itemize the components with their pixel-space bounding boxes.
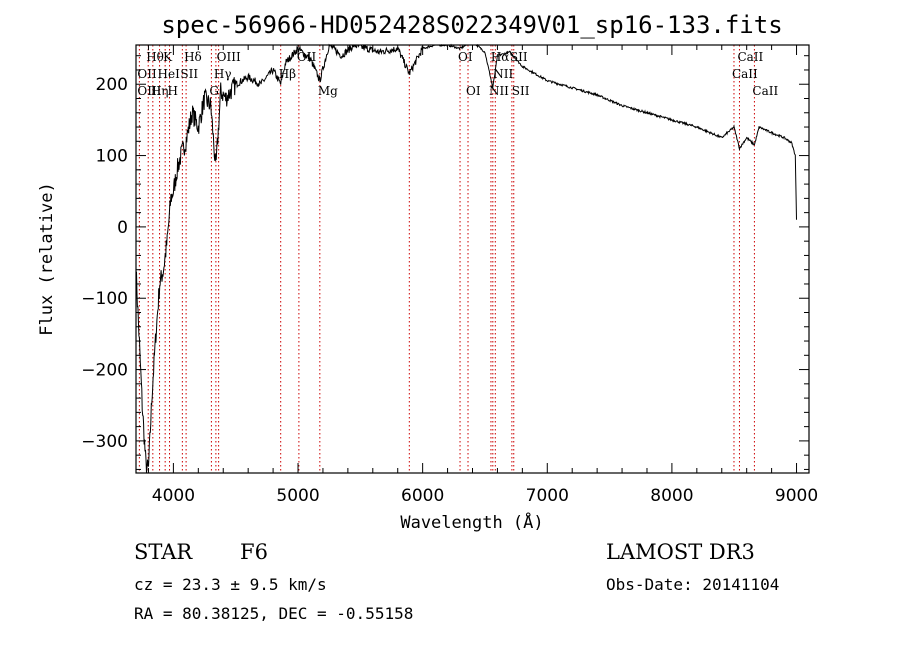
line-label-Hη: Hη xyxy=(151,84,169,98)
line-label-K: K xyxy=(163,50,173,64)
line-label-Hθ: Hθ xyxy=(146,50,164,64)
line-label-CaII: CaII xyxy=(737,50,763,64)
line-label-Hα: Hα xyxy=(491,50,510,64)
line-label-SII: SII xyxy=(512,84,530,98)
chart-title: spec-56966-HD052428S022349V01_sp16-133.f… xyxy=(161,11,782,39)
line-markers xyxy=(138,45,755,473)
line-label-NII: NII xyxy=(493,67,513,81)
object-subclass: F6 xyxy=(240,540,268,564)
line-label-OII: OII xyxy=(137,67,157,81)
line-label-OI: OI xyxy=(466,84,481,98)
spectrum-series xyxy=(135,43,797,474)
y-tick-label: 0 xyxy=(117,218,128,238)
line-label-G: G xyxy=(209,84,219,98)
x-tick-label: 7000 xyxy=(526,486,569,506)
y-tick-label: 100 xyxy=(96,147,128,167)
redshift-readout: cz = 23.3 ± 9.5 km/s xyxy=(134,575,327,594)
line-label-HeI: HeI xyxy=(158,67,181,81)
x-tick-label: 5000 xyxy=(276,486,319,506)
x-tick-label: 9000 xyxy=(775,486,818,506)
object-class: STAR xyxy=(134,540,193,564)
axis-ticks: 4000 5000 6000 7000 8000 9000 −300 −200 −100 0 100… xyxy=(81,45,818,506)
x-tick-label: 6000 xyxy=(401,486,444,506)
line-label-SII: SII xyxy=(510,50,528,64)
y-tick-label: −100 xyxy=(81,289,128,309)
y-tick-label: −200 xyxy=(81,361,128,381)
line-label-Hδ: Hδ xyxy=(184,50,202,64)
obs-date: Obs-Date: 20141104 xyxy=(606,575,779,594)
line-label-H: H xyxy=(168,84,178,98)
x-tick-label: 4000 xyxy=(152,486,195,506)
line-label-OI: OI xyxy=(458,50,473,64)
line-label-CaII: CaII xyxy=(732,67,758,81)
y-axis-label: Flux (relative) xyxy=(37,182,57,336)
spectrum-line xyxy=(135,43,797,474)
line-label-NII: NII xyxy=(489,84,509,98)
line-label-SII: SII xyxy=(180,67,198,81)
survey-name: LAMOST DR3 xyxy=(606,540,755,564)
line-label-Hβ: Hβ xyxy=(279,67,296,81)
line-label-CaII: CaII xyxy=(752,84,778,98)
plot-frame xyxy=(135,44,810,474)
coordinates: RA = 80.38125, DEC = -0.55158 xyxy=(134,604,413,623)
line-label-OII: OII xyxy=(297,50,317,64)
x-tick-label: 8000 xyxy=(650,486,693,506)
line-label-OIII: OIII xyxy=(217,50,241,64)
x-axis-label: Wavelength (Å) xyxy=(400,511,543,533)
line-label-Mg: Mg xyxy=(318,84,338,98)
line-label-OIII: OIII xyxy=(137,84,161,98)
line-label-Hγ: Hγ xyxy=(214,67,232,81)
y-tick-label: 200 xyxy=(96,75,128,95)
y-tick-label: −300 xyxy=(81,432,128,452)
